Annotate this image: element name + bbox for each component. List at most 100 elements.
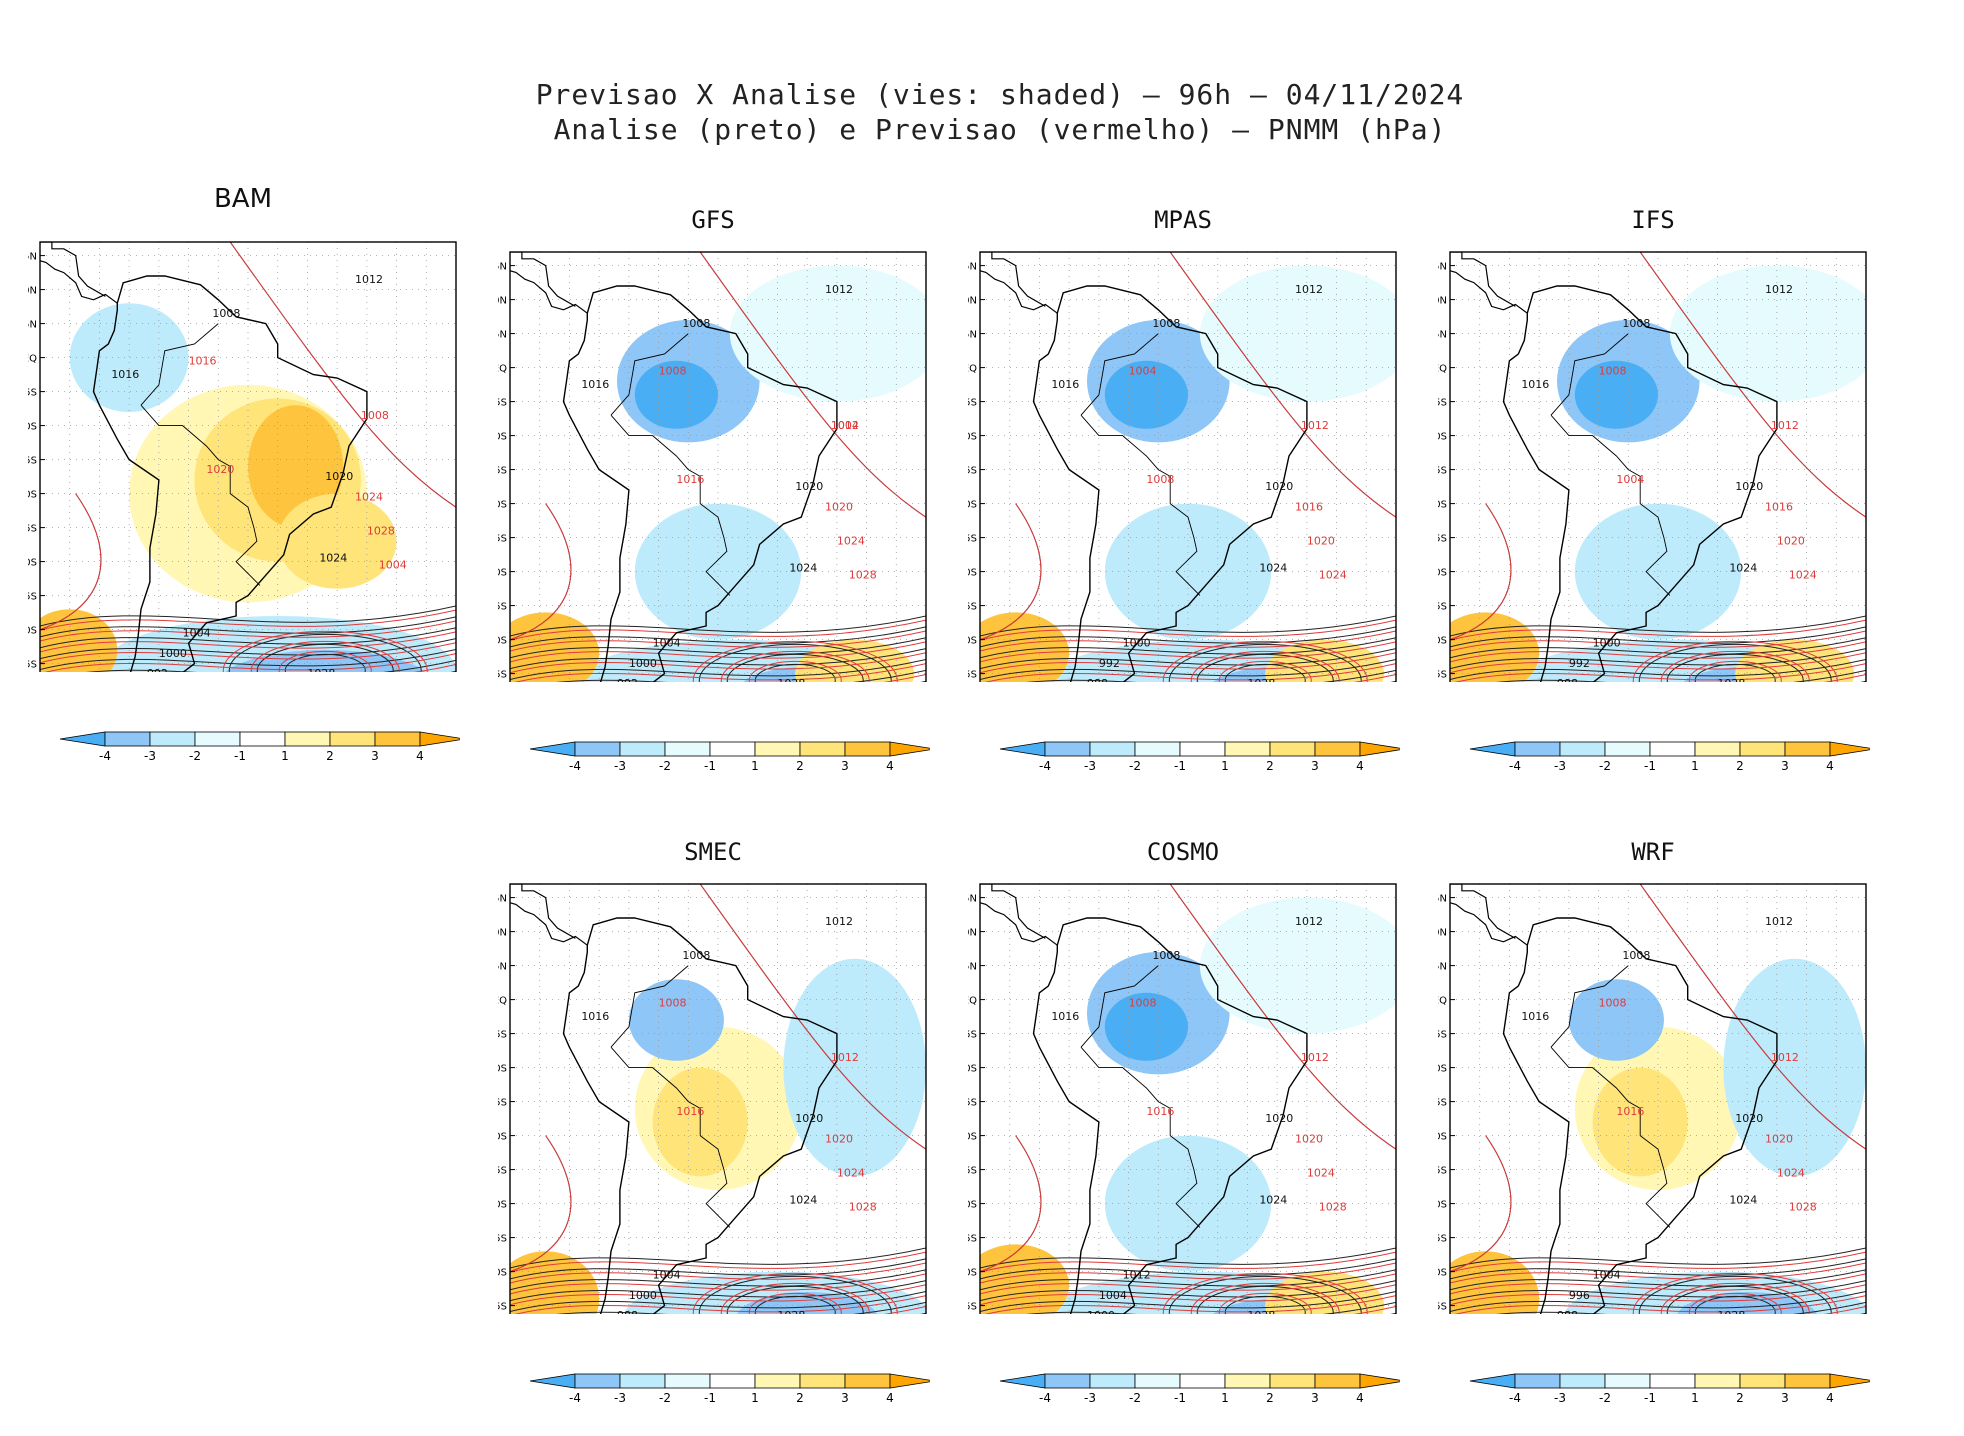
lat-tick-label: 5S	[968, 1030, 977, 1041]
country-border	[1080, 965, 1159, 1048]
panel-title: IFS	[1631, 206, 1675, 234]
lat-tick-label: 45S	[968, 670, 977, 681]
colorbar-swatch	[1604, 1373, 1651, 1389]
lat-tick-label: 25S	[498, 1166, 507, 1177]
map-frame	[39, 241, 457, 672]
colorbar-swatch	[709, 1373, 756, 1389]
lat-tick-label: 15S	[498, 1098, 507, 1109]
colorbar-swatch	[1559, 741, 1606, 757]
bias-map: 1012100810161020102410281024992100010041…	[28, 241, 457, 672]
map-frame	[509, 883, 927, 1314]
cold-bias-area	[69, 303, 189, 412]
country-border	[1080, 414, 1201, 596]
lat-tick-label: 30S	[498, 568, 507, 579]
lat-tick-label: 30S	[28, 558, 37, 569]
forecast-isobar-label: 1020	[1777, 534, 1805, 547]
colorbar-swatch	[1224, 741, 1271, 757]
panel-bam: BAM 101210081016102010241028102499210001…	[28, 184, 460, 763]
colorbar-swatch	[1089, 741, 1136, 757]
warm-bias-area	[277, 493, 397, 589]
bias-map: 1012100810161020102410281024988992100010…	[1438, 251, 1867, 682]
forecast-isobar-label: 1028	[1789, 1200, 1817, 1213]
colorbar-tick-label: 2	[326, 749, 334, 763]
analysis-isobar-label: 1016	[581, 378, 609, 391]
colorbar-swatch	[529, 741, 576, 757]
colorbar-tick-label: 3	[1311, 1391, 1319, 1405]
colorbar-swatch	[374, 731, 421, 747]
south-america-coastline	[1032, 917, 1308, 1314]
analysis-isobar-label: 1024	[1259, 562, 1287, 575]
lat-tick-label: 40S	[1438, 636, 1447, 647]
lat-tick-label: EQ	[968, 996, 977, 1007]
colorbar-tick-label: -3	[614, 759, 626, 773]
analysis-isobar-label: 1004	[1099, 1289, 1127, 1302]
colorbar-tick-label: -3	[614, 1391, 626, 1405]
lat-tick-label: EQ	[968, 364, 977, 375]
colorbar-tick-label: 4	[1356, 1391, 1364, 1405]
colorbar-swatch	[619, 741, 666, 757]
country-border	[1080, 1046, 1201, 1228]
south-america-coastline	[1032, 285, 1308, 682]
analysis-isobar-label: 1012	[1765, 915, 1793, 928]
colorbar-swatch	[194, 731, 241, 747]
forecast-isobar-label: 1012	[1301, 419, 1329, 432]
panel-wrf: WRF 101210081016102010241028102498899610…	[1438, 838, 1870, 1405]
colorbar-tick-label: -1	[1174, 759, 1186, 773]
analysis-isobar-label: 1000	[159, 647, 187, 660]
lat-tick-label: 5S	[498, 398, 507, 409]
colorbar-tick-label: 2	[796, 759, 804, 773]
lat-tick-label: 20S	[498, 1132, 507, 1143]
colorbar-swatch	[1739, 1373, 1786, 1389]
colorbar-tick-label: 1	[281, 749, 289, 763]
analysis-isobar-label: 1028	[777, 677, 805, 682]
cold-bias-area	[628, 979, 724, 1061]
analysis-isobar-label: 1024	[1259, 1194, 1287, 1207]
lat-tick-label: 15N	[968, 894, 977, 905]
colorbar-tick-label: -1	[1174, 1391, 1186, 1405]
colorbar-swatch	[1179, 1373, 1226, 1389]
colorbar-tick-label: 2	[1736, 759, 1744, 773]
colorbar-tick-label: 4	[416, 749, 424, 763]
analysis-isobar-label: 992	[1569, 657, 1590, 670]
colorbar-tick-label: 3	[371, 749, 379, 763]
lat-tick-label: 20S	[498, 500, 507, 511]
south-america-coastline	[1502, 917, 1778, 1314]
analysis-isobar-label: 1028	[1247, 677, 1275, 682]
lat-tick-label: 25S	[968, 1166, 977, 1177]
lat-tick-label: 40S	[1438, 1268, 1447, 1279]
lat-tick-label: 25S	[1438, 1166, 1447, 1177]
lat-tick-label: 5N	[1438, 330, 1447, 341]
analysis-isobar-label: 1008	[1152, 949, 1180, 962]
analysis-isobar-label: 1016	[581, 1010, 609, 1023]
forecast-isobar-label: 1016	[189, 354, 217, 367]
country-border	[1550, 333, 1629, 416]
cold-bias-area	[1104, 992, 1188, 1061]
south-america-coastline	[1502, 285, 1778, 682]
lat-tick-label: 15S	[1438, 466, 1447, 477]
colorbar-swatch	[1694, 741, 1741, 757]
bias-map: 1012100810161020102410281024988992100010…	[968, 251, 1397, 682]
colorbar-tick-label: 4	[886, 759, 894, 773]
analysis-isobar-label: 1008	[1622, 317, 1650, 330]
analysis-isobar-label: 1000	[629, 1289, 657, 1302]
country-border	[610, 1046, 731, 1228]
south-america-coastline	[92, 275, 368, 672]
colorbar-tick-label: 2	[1266, 1391, 1274, 1405]
analysis-isobar-label: 1024	[789, 562, 817, 575]
colorbar-swatch	[664, 741, 711, 757]
forecast-isobar-label: 1020	[1765, 1132, 1793, 1145]
lat-tick-label: 5S	[498, 1030, 507, 1041]
panel-title: SMEC	[684, 838, 742, 866]
forecast-isobar-label: 1008	[1599, 996, 1627, 1009]
forecast-isobar-label: 1020	[1307, 534, 1335, 547]
analysis-isobar-label: 1024	[1729, 562, 1757, 575]
analysis-isobar-label: 1024	[789, 1194, 817, 1207]
forecast-isobar-label: 1024	[1777, 1166, 1805, 1179]
forecast-isobar-label: 1008	[1129, 996, 1157, 1009]
lat-tick-label: 15N	[28, 252, 37, 263]
lat-tick-label: 10N	[498, 928, 507, 939]
colorbar-tick-label: -4	[569, 1391, 581, 1405]
forecast-isobar-label: 1008	[659, 996, 687, 1009]
colorbar-tick-label: -4	[1509, 759, 1521, 773]
lat-tick-label: 15S	[968, 1098, 977, 1109]
